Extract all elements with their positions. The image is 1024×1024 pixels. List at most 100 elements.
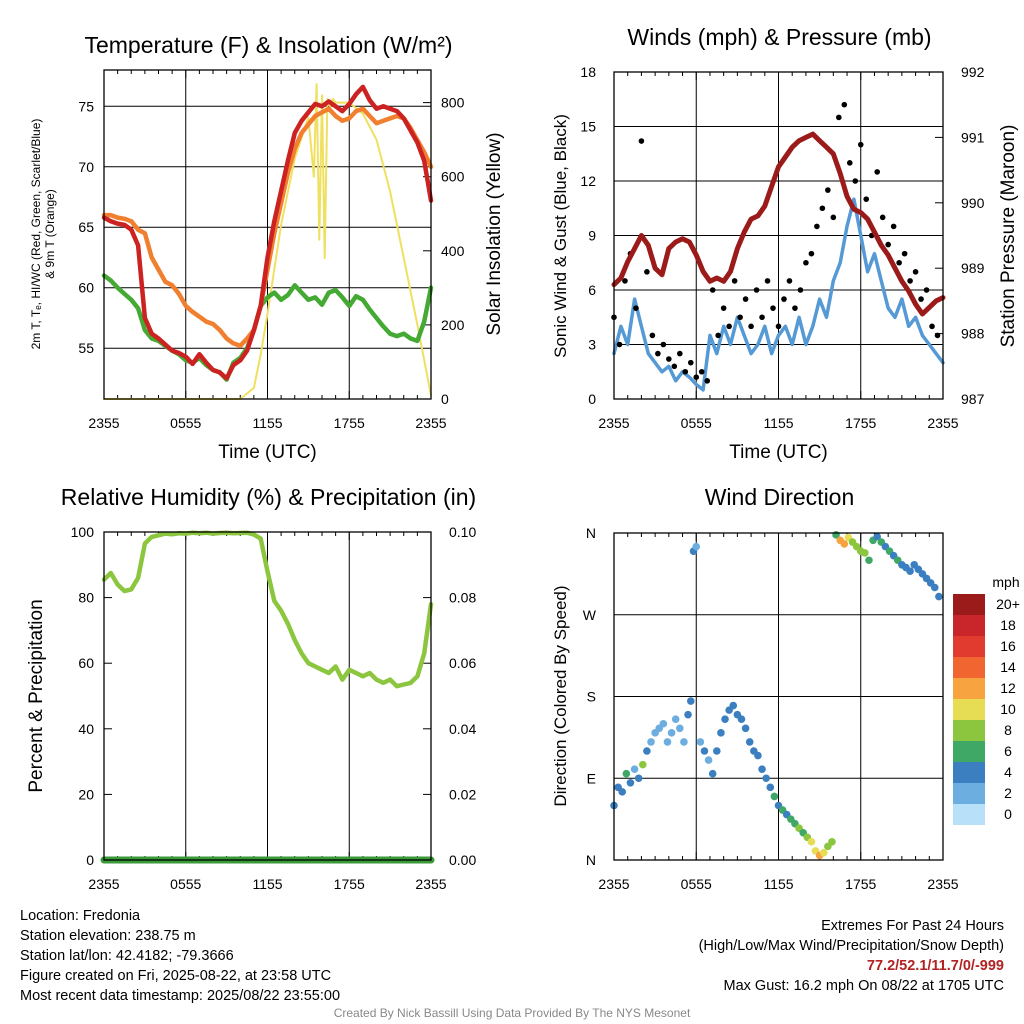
direction-point (626, 778, 635, 787)
y2-tick-label: 0.02 (449, 786, 476, 802)
plot-border (613, 532, 944, 861)
direction-point (643, 747, 651, 755)
direction-point (865, 556, 873, 565)
y-tick-label: 12 (580, 173, 596, 189)
colorbar-label: 18 (1000, 617, 1016, 633)
gust-point (912, 269, 919, 275)
direction-point (762, 774, 770, 783)
x-tick-label: 0555 (170, 415, 201, 431)
y2-tick-label: 800 (441, 95, 465, 111)
y2-tick-label: 400 (441, 243, 465, 259)
gust-point (923, 287, 930, 293)
y-tick-label: 100 (71, 524, 95, 540)
gust-point (622, 278, 628, 284)
x-axis-label: Time (UTC) (218, 442, 317, 463)
y2-tick-label: 988 (961, 326, 985, 342)
recent-timestamp: Most recent data timestamp: 2025/08/22 2… (20, 988, 341, 1004)
colorbar-swatch (953, 699, 985, 720)
gust-point (633, 305, 639, 311)
direction-point (618, 788, 627, 796)
chart-title: Winds (mph) & Pressure (mb) (627, 24, 931, 50)
direction-point (667, 729, 676, 737)
y-tick-label: 75 (78, 98, 94, 114)
gust-point (709, 287, 716, 293)
chart-title: Relative Humidity (%) & Precipitation (i… (61, 484, 476, 510)
y-axis-label: & 9m T (Orange) (43, 189, 57, 279)
y-tick-label: 40 (78, 721, 94, 737)
max-gust: Max Gust: 16.2 mph On 08/22 at 1705 UTC (723, 978, 1004, 994)
plot-border (613, 71, 944, 400)
gust-point (841, 101, 848, 108)
figure-created: Figure created on Fri, 2025-08-22, at 23… (20, 968, 332, 984)
y-axis-label: Percent & Precipitation (26, 599, 47, 792)
x-tick-label: 2355 (88, 876, 119, 892)
station-location: Location: Fredonia (20, 908, 141, 924)
gust-point (852, 178, 859, 184)
gust-point (726, 323, 732, 330)
y2-tick-label: 0.08 (449, 590, 476, 606)
x-tick-label: 1155 (252, 876, 282, 892)
y-tick-label: 80 (78, 590, 94, 606)
y-tick-label: 65 (78, 219, 94, 235)
extremes-panel: Extremes For Past 24 Hours (High/Low/Max… (699, 916, 1004, 996)
gust-point (660, 341, 667, 348)
y2-tick-label: 0.04 (449, 721, 476, 737)
gust-point (644, 269, 650, 275)
gust-point (638, 138, 645, 144)
gust-point (929, 323, 935, 330)
y2-tick-label: 0.06 (449, 655, 476, 671)
colorbar-label: 8 (1004, 722, 1012, 738)
y2-tick-label: 600 (441, 169, 465, 185)
gust-point (720, 305, 727, 311)
x-tick-label: 1755 (845, 415, 876, 431)
gust-point (655, 350, 661, 357)
direction-point (741, 724, 750, 733)
gust-point (846, 160, 853, 166)
series-line (101, 530, 434, 689)
gust-point (803, 259, 809, 266)
extremes-fields: (High/Low/Max Wind/Precipitation/Snow De… (698, 938, 1004, 954)
gust-point (693, 374, 700, 381)
gust-point (863, 196, 870, 202)
gust-point (616, 341, 623, 348)
y-axis-label: 2m T, Tₑ, HI/WC (Red, Green, Scarlet/Blu… (29, 119, 43, 350)
direction-point (686, 697, 695, 705)
colorbar-swatch (953, 762, 985, 783)
gust-point (698, 368, 705, 375)
colorbar-label: 6 (1004, 743, 1012, 759)
colorbar-label: 14 (1000, 659, 1016, 675)
gust-point (879, 214, 886, 221)
chart-title: Wind Direction (705, 484, 855, 510)
x-tick-label: 2355 (927, 876, 958, 892)
x-tick-label: 0555 (170, 876, 201, 892)
gust-point (677, 350, 683, 357)
x-tick-label: 1155 (763, 415, 793, 431)
colorbar-swatch (953, 594, 985, 615)
y2-tick-label: 987 (961, 391, 985, 407)
direction-point (766, 783, 775, 792)
y-axis-label: Direction (Colored By Speed) (551, 585, 570, 806)
x-tick-label: 1155 (763, 876, 793, 892)
direction-point (930, 583, 939, 592)
y-tick-label: E (587, 770, 596, 786)
y-tick-label: S (587, 689, 596, 705)
direction-point (680, 738, 688, 746)
direction-point (737, 715, 746, 724)
y2-tick-label: 0.00 (449, 852, 476, 868)
colorbar-swatch (953, 678, 985, 699)
direction-point (721, 715, 729, 724)
gust-point (666, 356, 672, 362)
x-tick-label: 1755 (334, 415, 365, 431)
colorbar-swatch (953, 804, 985, 825)
extremes-values: 77.2/52.1/11.7/0/-999 (866, 958, 1004, 974)
direction-point (745, 738, 754, 746)
direction-point (647, 738, 655, 746)
gust-point (901, 250, 908, 257)
gust-point (857, 141, 864, 148)
gust-point (786, 278, 793, 284)
colorbar-swatch (953, 741, 985, 762)
colorbar-label: 4 (1004, 764, 1012, 780)
x-tick-label: 2355 (415, 876, 446, 892)
colorbar-title: mph (992, 574, 1019, 590)
x-tick-label: 2355 (88, 415, 119, 431)
